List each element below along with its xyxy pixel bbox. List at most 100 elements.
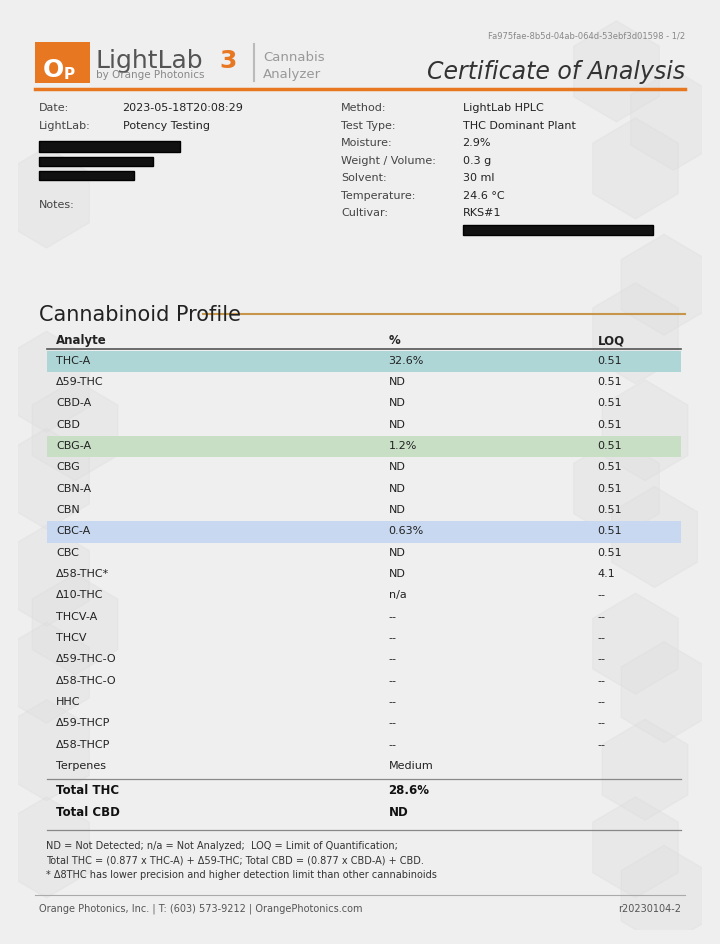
Polygon shape [621, 642, 707, 743]
Text: --: -- [598, 653, 606, 664]
Polygon shape [32, 380, 118, 481]
Text: 2023-05-18T20:08:29: 2023-05-18T20:08:29 [122, 103, 243, 113]
Text: --: -- [598, 611, 606, 621]
Text: Cannabis: Cannabis [263, 51, 325, 64]
Polygon shape [602, 380, 688, 481]
Text: 24.6 °C: 24.6 °C [463, 191, 504, 200]
Text: --: -- [389, 675, 397, 685]
Text: ND: ND [389, 483, 405, 493]
Text: ND = Not Detected; n/a = Not Analyzed;  LOQ = Limit of Quantification;: ND = Not Detected; n/a = Not Analyzed; L… [47, 840, 398, 850]
Polygon shape [602, 719, 688, 820]
Polygon shape [593, 283, 678, 384]
Text: 2.9%: 2.9% [463, 138, 491, 148]
Text: --: -- [598, 739, 606, 749]
Text: ND: ND [389, 805, 408, 818]
Polygon shape [593, 119, 678, 220]
Text: CBN: CBN [56, 504, 80, 514]
Text: CBG: CBG [56, 462, 80, 472]
Text: LOQ: LOQ [598, 334, 625, 346]
Text: Total THC: Total THC [56, 784, 119, 797]
Text: Fa975fae-8b5d-04ab-064d-53ebf3d01598 - 1/2: Fa975fae-8b5d-04ab-064d-53ebf3d01598 - 1… [487, 31, 685, 41]
Text: Date:: Date: [39, 103, 69, 113]
Text: Test Type:: Test Type: [341, 121, 395, 130]
Text: Moisture:: Moisture: [341, 138, 392, 148]
Text: n/a: n/a [389, 590, 406, 599]
Text: ND: ND [389, 568, 405, 579]
Text: LightLab:: LightLab: [39, 121, 91, 130]
Text: Total THC = (0.877 x THC-A) + Δ59-THC; Total CBD = (0.877 x CBD-A) + CBD.: Total THC = (0.877 x THC-A) + Δ59-THC; T… [47, 854, 424, 865]
Text: --: -- [598, 697, 606, 706]
Polygon shape [621, 235, 707, 336]
Text: ND: ND [389, 377, 405, 386]
Text: 28.6%: 28.6% [389, 784, 430, 797]
Polygon shape [612, 487, 697, 588]
FancyBboxPatch shape [39, 142, 179, 153]
Polygon shape [4, 148, 89, 248]
Polygon shape [631, 71, 716, 171]
Text: HHC: HHC [56, 697, 81, 706]
Text: THC Dominant Plant: THC Dominant Plant [463, 121, 575, 130]
Text: Δ59-THC-O: Δ59-THC-O [56, 653, 117, 664]
Text: Δ58-THCP: Δ58-THCP [56, 739, 110, 749]
Text: Cultivar:: Cultivar: [341, 208, 388, 218]
Text: Method:: Method: [341, 103, 387, 113]
Text: CBN-A: CBN-A [56, 483, 91, 493]
Text: %: % [389, 334, 400, 346]
Polygon shape [4, 700, 89, 801]
Text: 1.2%: 1.2% [389, 441, 417, 450]
Text: 0.51: 0.51 [598, 462, 622, 472]
Polygon shape [4, 526, 89, 627]
Text: Weight / Volume:: Weight / Volume: [341, 156, 436, 165]
Text: 0.51: 0.51 [598, 483, 622, 493]
Text: Δ58-THC*: Δ58-THC* [56, 568, 109, 579]
Polygon shape [4, 623, 89, 723]
Text: O: O [42, 58, 64, 82]
Text: 0.51: 0.51 [598, 419, 622, 430]
Text: --: -- [389, 697, 397, 706]
Text: Certificate of Analysis: Certificate of Analysis [427, 60, 685, 84]
Text: CBD-A: CBD-A [56, 397, 91, 408]
Text: Δ10-THC: Δ10-THC [56, 590, 104, 599]
Text: by Orange Photonics: by Orange Photonics [96, 71, 204, 80]
Text: Terpenes: Terpenes [56, 760, 106, 770]
FancyBboxPatch shape [39, 172, 134, 181]
FancyBboxPatch shape [39, 158, 153, 167]
Text: 3: 3 [220, 49, 237, 73]
Text: 0.63%: 0.63% [389, 526, 424, 536]
Text: RKS#1: RKS#1 [463, 208, 501, 218]
FancyBboxPatch shape [47, 437, 681, 458]
Polygon shape [574, 439, 660, 539]
Polygon shape [32, 574, 118, 675]
Polygon shape [4, 332, 89, 432]
Text: ND: ND [389, 397, 405, 408]
Text: 0.51: 0.51 [598, 526, 622, 536]
Text: --: -- [598, 632, 606, 642]
Text: ND: ND [389, 462, 405, 472]
Text: Potency Testing: Potency Testing [122, 121, 210, 130]
Text: CBD: CBD [56, 419, 80, 430]
Polygon shape [4, 429, 89, 530]
Text: --: -- [389, 611, 397, 621]
Polygon shape [593, 594, 678, 695]
Text: Medium: Medium [389, 760, 433, 770]
Text: 0.51: 0.51 [598, 441, 622, 450]
Text: --: -- [389, 632, 397, 642]
Text: CBC: CBC [56, 548, 79, 557]
Text: THCV-A: THCV-A [56, 611, 97, 621]
Text: Analyzer: Analyzer [263, 68, 321, 81]
Text: 0.51: 0.51 [598, 397, 622, 408]
Text: LightLab HPLC: LightLab HPLC [463, 103, 544, 113]
Text: Temperature:: Temperature: [341, 191, 415, 200]
Text: Δ59-THC: Δ59-THC [56, 377, 104, 386]
Polygon shape [4, 797, 89, 898]
Text: 0.51: 0.51 [598, 504, 622, 514]
Text: THC-A: THC-A [56, 355, 90, 365]
Polygon shape [621, 846, 707, 944]
Text: r20230104-2: r20230104-2 [618, 902, 681, 913]
Text: --: -- [598, 590, 606, 599]
Text: ND: ND [389, 419, 405, 430]
Text: --: -- [389, 717, 397, 728]
Text: Δ59-THCP: Δ59-THCP [56, 717, 110, 728]
Text: CBG-A: CBG-A [56, 441, 91, 450]
Text: ND: ND [389, 504, 405, 514]
